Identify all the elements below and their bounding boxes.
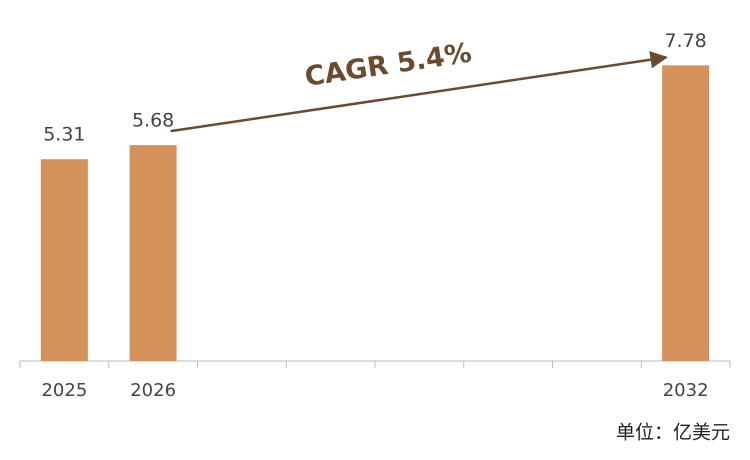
value-label: 5.68 (132, 110, 174, 132)
x-tick-label: 2032 (663, 380, 709, 401)
bar (662, 65, 710, 362)
cagr-label: CAGR 5.4% (303, 38, 474, 93)
x-tick-label: 2026 (130, 380, 176, 401)
cagr-arrow (170, 51, 668, 133)
value-label: 5.31 (43, 124, 85, 146)
unit-note: 单位：亿美元 (616, 422, 730, 444)
bar (40, 159, 88, 361)
value-label: 7.78 (664, 30, 706, 52)
bar (129, 145, 177, 361)
x-tick-label: 2025 (41, 380, 87, 401)
